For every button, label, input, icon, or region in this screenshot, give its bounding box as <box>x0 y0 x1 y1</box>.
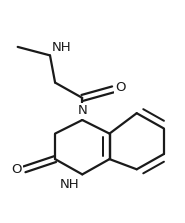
Text: O: O <box>11 163 22 176</box>
Text: N: N <box>78 104 87 118</box>
Text: O: O <box>115 81 126 94</box>
Text: NH: NH <box>52 41 71 54</box>
Text: NH: NH <box>60 178 80 191</box>
